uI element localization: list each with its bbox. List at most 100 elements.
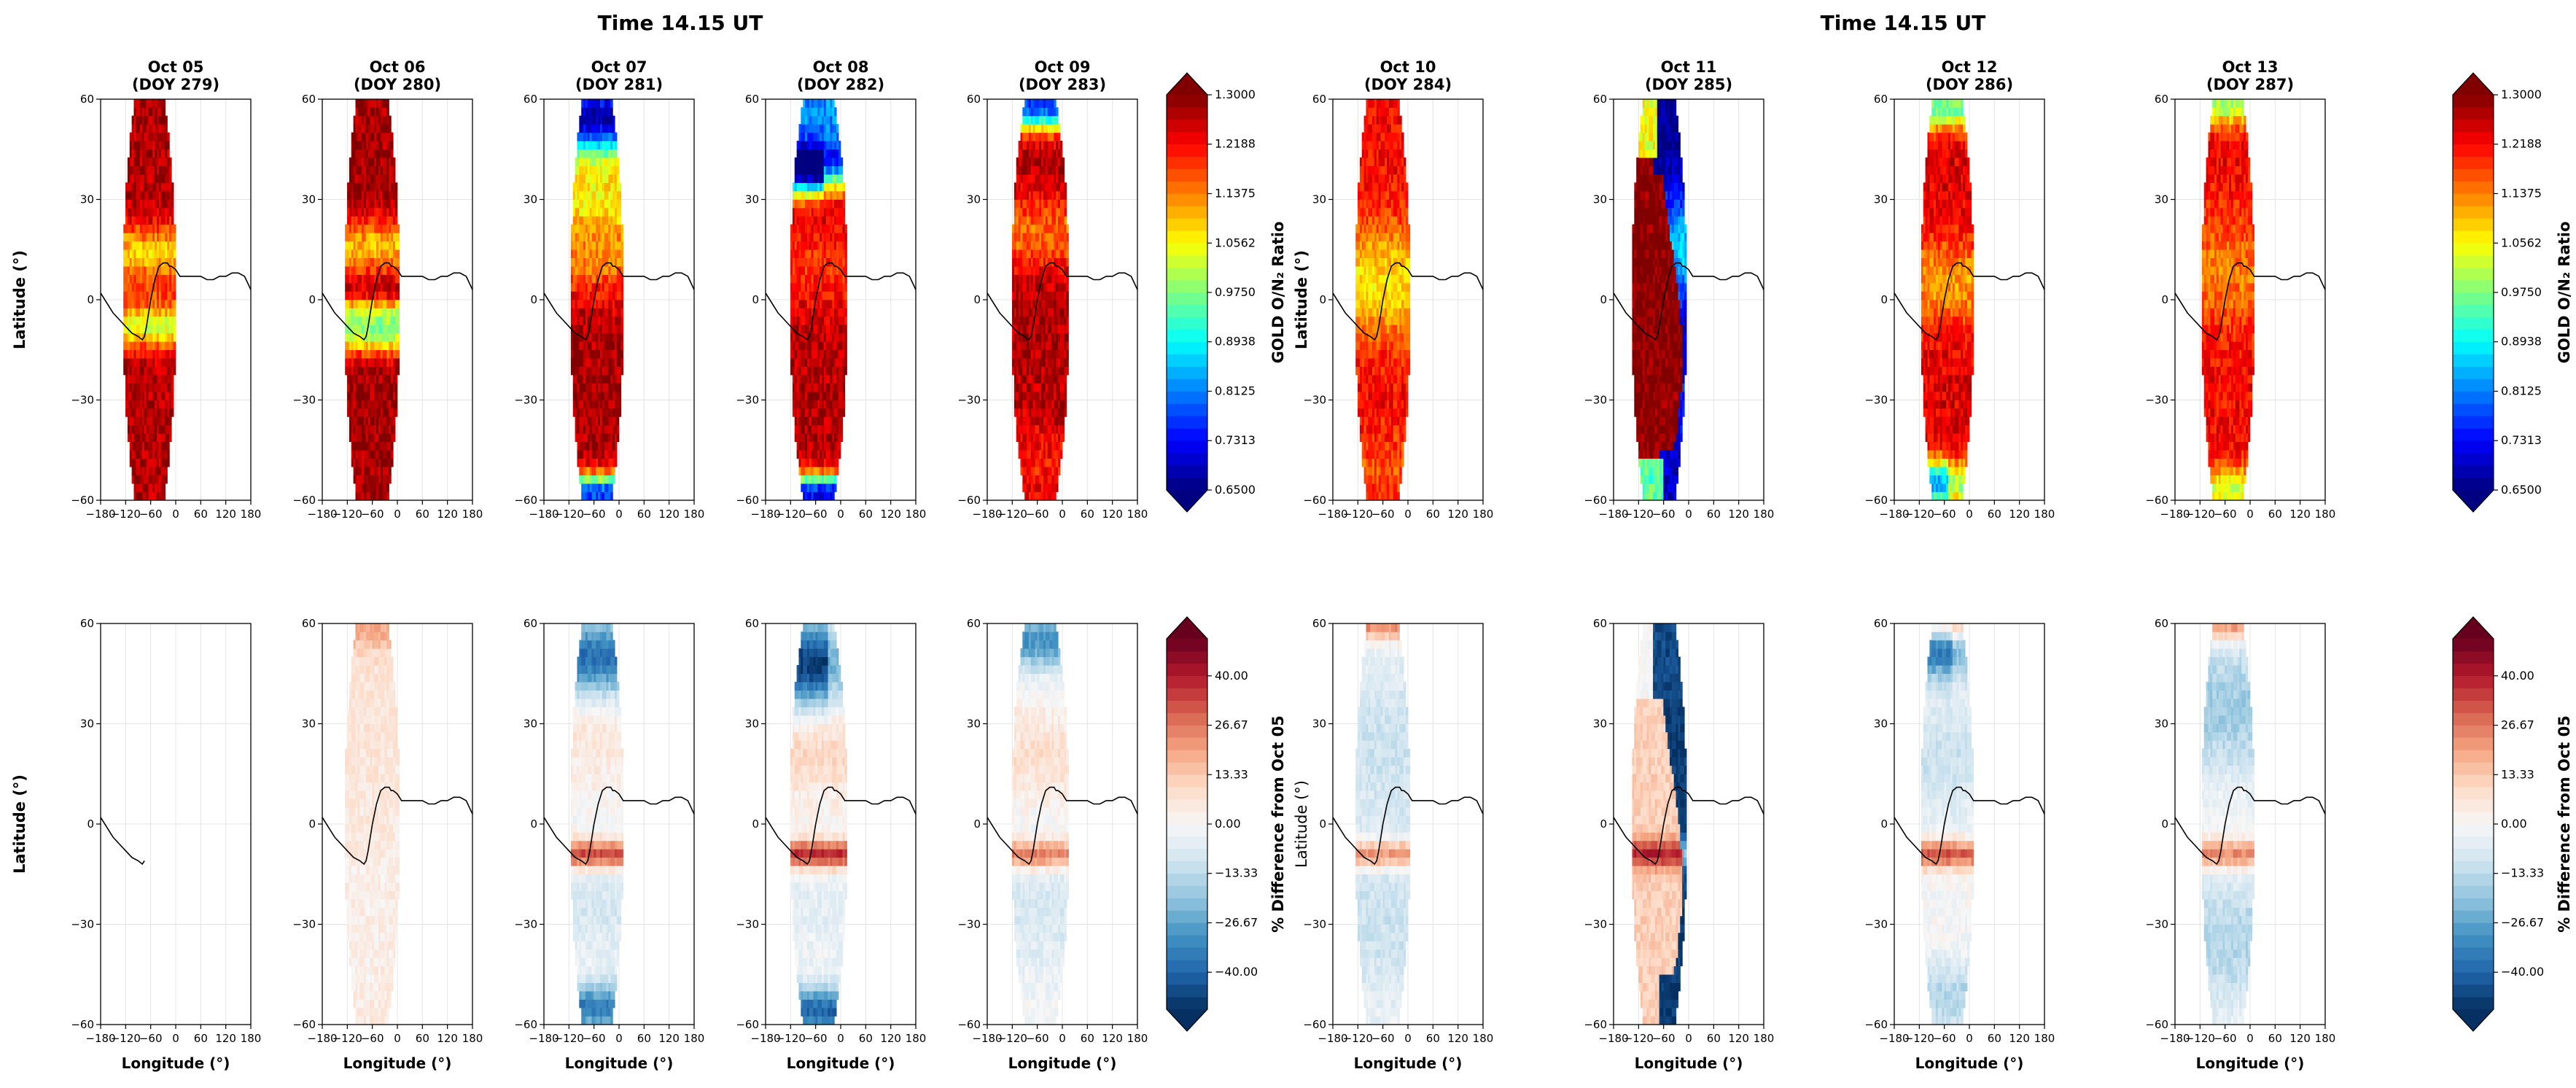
ratio-map-9 [2201,98,2255,501]
y-tick-label: −30 [957,394,981,407]
panel-doy: (DOY 279) [131,76,220,93]
x-tick-label: 60 [1988,1032,2001,1045]
y-tick-label: −30 [71,918,94,931]
x-tick-label: −120 [554,508,584,521]
x-tick-label: −180 [85,508,115,521]
dip-equator-line [543,262,695,341]
y-tick-label: −30 [2145,394,2168,407]
panel-doy: (DOY 280) [353,76,442,93]
x-tick-label: 60 [859,508,873,521]
x-tick-label: −60 [1933,1032,1956,1045]
axes-bottom-1 [101,623,251,1025]
panel-date: Oct 13 [2222,58,2279,76]
colorbar-tick-label: 13.33 [1215,767,1248,781]
y-tick-label: 60 [1874,617,1888,630]
x-tick-label: 60 [1426,1032,1440,1045]
x-tick-label: −120 [1624,1032,1654,1045]
y-tick-label: 60 [1312,617,1326,630]
x-tick-label: 120 [880,1032,901,1045]
y-tick-label: 60 [1593,617,1607,630]
x-tick-label: 0 [615,1032,623,1045]
dip-equator-line [1332,786,1484,866]
panel-doy: (DOY 282) [796,76,885,93]
y-tick-label: 30 [745,193,759,206]
y-tick-label: 0 [530,293,537,306]
x-tick-label: −180 [750,508,780,521]
x-tick-label: 180 [2315,508,2336,521]
x-tick-label: 60 [1426,508,1440,521]
x-tick-label: 0 [1966,508,1973,521]
colorbar-label: % Difference from Oct 05 [2556,715,2573,933]
dip-equator-line [322,786,473,866]
y-tick-label: −60 [1303,1018,1326,1031]
panel-title-8: Oct 12 (DOY 286) [1845,58,2093,93]
panel-date: Oct 06 [369,58,426,76]
x-tick-label: −180 [750,1032,780,1045]
x-tick-label: −60 [361,1032,384,1045]
colorbar-tick-label: 0.7313 [1215,433,1256,447]
x-axis-label: Longitude (°) [2196,1054,2305,1072]
y-tick-label: 30 [1874,718,1888,731]
dip-equator-line [1613,262,1764,341]
panel-title-5: Oct 09 (DOY 283) [938,58,1186,93]
y-tick-label: 0 [1880,293,1888,306]
dip-equator-line [100,262,252,341]
y-tick-label: 60 [302,93,316,106]
panel-doy: (DOY 286) [1925,76,2014,93]
y-tick-label: 60 [2155,617,2168,630]
y-tick-label: 30 [80,718,94,731]
x-tick-label: 180 [241,1032,262,1045]
x-tick-label: −120 [332,508,362,521]
x-tick-label: 180 [1473,508,1494,521]
panel-doy: (DOY 284) [1363,76,1452,93]
x-tick-label: −120 [111,1032,141,1045]
colorbar-tick-label: 1.2188 [2501,137,2542,151]
diff-map-6 [1355,623,1411,1025]
x-tick-label: 60 [194,1032,208,1045]
x-tick-label: −120 [1904,1032,1934,1045]
y-tick-label: 30 [2155,718,2168,731]
x-tick-label: −120 [2185,1032,2215,1045]
colorbar-tick-label: −13.33 [2501,866,2544,880]
y-tick-label: 0 [308,293,316,306]
dip-equator-line [322,262,473,341]
x-tick-label: 0 [2246,508,2254,521]
panel-date: Oct 10 [1380,58,1436,76]
y-tick-label: −60 [736,494,759,507]
diff-map-8 [1921,623,1974,1025]
x-tick-label: 0 [1966,1032,1973,1045]
x-axis-label: Longitude (°) [1354,1054,1463,1072]
panel-date: Oct 07 [591,58,647,76]
x-tick-label: −120 [1904,508,1934,521]
x-tick-label: −60 [1371,1032,1395,1045]
ratio-map-6 [1355,98,1411,501]
colorbar-tick-label: 1.1375 [1215,187,1256,201]
x-tick-label: −120 [997,1032,1027,1045]
dip-equator-line [987,786,1138,866]
x-tick-label: −60 [1026,508,1049,521]
x-axis-label: Longitude (°) [787,1054,895,1072]
diff-map-2 [345,623,400,1025]
y-tick-label: −60 [1864,1018,1888,1031]
y-tick-label: 30 [302,718,316,731]
x-tick-label: −180 [1318,508,1347,521]
x-tick-label: 180 [2034,1032,2055,1045]
y-tick-label: 30 [1874,193,1888,206]
x-tick-label: 60 [637,1032,651,1045]
colorbar-tick-label: 26.67 [1215,718,1248,732]
y-tick-label: 0 [1319,293,1326,306]
x-tick-label: 60 [859,1032,873,1045]
x-tick-label: −120 [332,1032,362,1045]
y-axis-label: Latitude (°) [11,774,28,874]
colorbar-tick-label: −40.00 [1215,965,1258,979]
colorbar-tick-label: −13.33 [1215,866,1258,880]
y-tick-label: −60 [71,494,94,507]
